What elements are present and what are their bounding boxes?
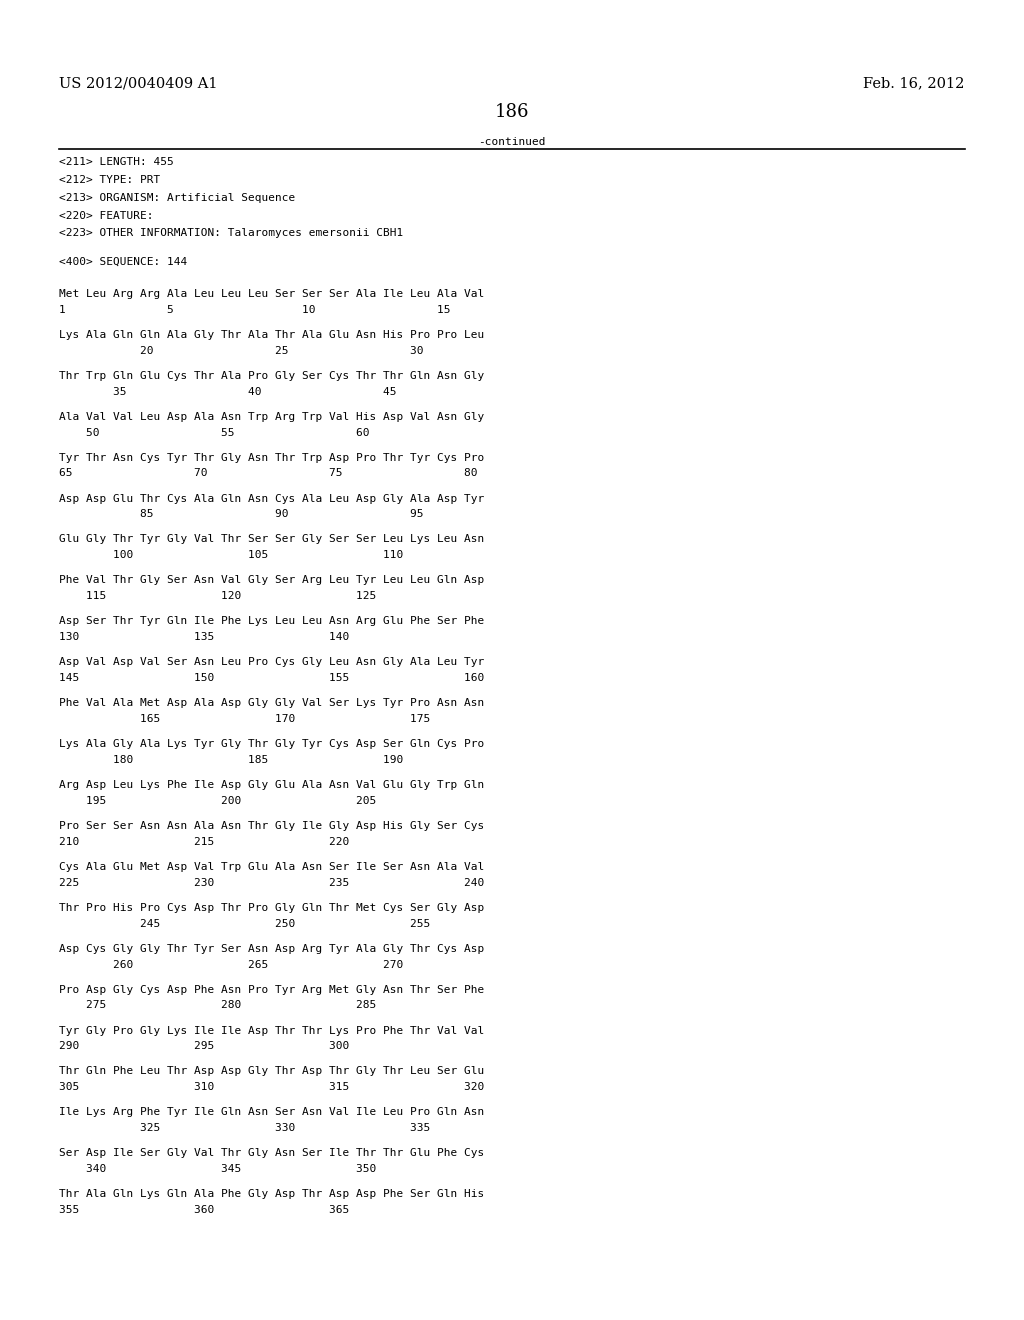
Text: Asp Ser Thr Tyr Gln Ile Phe Lys Leu Leu Asn Arg Glu Phe Ser Phe: Asp Ser Thr Tyr Gln Ile Phe Lys Leu Leu … xyxy=(59,616,484,626)
Text: <220> FEATURE:: <220> FEATURE: xyxy=(59,210,154,220)
Text: 35                  40                  45: 35 40 45 xyxy=(59,387,397,396)
Text: 1               5                   10                  15: 1 5 10 15 xyxy=(59,305,451,314)
Text: <400> SEQUENCE: 144: <400> SEQUENCE: 144 xyxy=(59,257,187,267)
Text: Cys Ala Glu Met Asp Val Trp Glu Ala Asn Ser Ile Ser Asn Ala Val: Cys Ala Glu Met Asp Val Trp Glu Ala Asn … xyxy=(59,862,484,871)
Text: Ile Lys Arg Phe Tyr Ile Gln Asn Ser Asn Val Ile Leu Pro Gln Asn: Ile Lys Arg Phe Tyr Ile Gln Asn Ser Asn … xyxy=(59,1107,484,1117)
Text: 325                 330                 335: 325 330 335 xyxy=(59,1123,431,1133)
Text: Tyr Gly Pro Gly Lys Ile Ile Asp Thr Thr Lys Pro Phe Thr Val Val: Tyr Gly Pro Gly Lys Ile Ile Asp Thr Thr … xyxy=(59,1026,484,1035)
Text: Feb. 16, 2012: Feb. 16, 2012 xyxy=(863,77,965,91)
Text: Thr Ala Gln Lys Gln Ala Phe Gly Asp Thr Asp Asp Phe Ser Gln His: Thr Ala Gln Lys Gln Ala Phe Gly Asp Thr … xyxy=(59,1189,484,1199)
Text: 340                 345                 350: 340 345 350 xyxy=(59,1164,377,1173)
Text: US 2012/0040409 A1: US 2012/0040409 A1 xyxy=(59,77,218,91)
Text: Glu Gly Thr Tyr Gly Val Thr Ser Ser Gly Ser Ser Leu Lys Leu Asn: Glu Gly Thr Tyr Gly Val Thr Ser Ser Gly … xyxy=(59,535,484,544)
Text: 50                  55                  60: 50 55 60 xyxy=(59,428,370,437)
Text: Lys Ala Gln Gln Ala Gly Thr Ala Thr Ala Glu Asn His Pro Pro Leu: Lys Ala Gln Gln Ala Gly Thr Ala Thr Ala … xyxy=(59,330,484,339)
Text: 145                 150                 155                 160: 145 150 155 160 xyxy=(59,673,484,682)
Text: Asp Asp Glu Thr Cys Ala Gln Asn Cys Ala Leu Asp Gly Ala Asp Tyr: Asp Asp Glu Thr Cys Ala Gln Asn Cys Ala … xyxy=(59,494,484,503)
Text: 245                 250                 255: 245 250 255 xyxy=(59,919,431,928)
Text: Ala Val Val Leu Asp Ala Asn Trp Arg Trp Val His Asp Val Asn Gly: Ala Val Val Leu Asp Ala Asn Trp Arg Trp … xyxy=(59,412,484,421)
Text: 275                 280                 285: 275 280 285 xyxy=(59,1001,377,1010)
Text: Tyr Thr Asn Cys Tyr Thr Gly Asn Thr Trp Asp Pro Thr Tyr Cys Pro: Tyr Thr Asn Cys Tyr Thr Gly Asn Thr Trp … xyxy=(59,453,484,462)
Text: Pro Ser Ser Asn Asn Ala Asn Thr Gly Ile Gly Asp His Gly Ser Cys: Pro Ser Ser Asn Asn Ala Asn Thr Gly Ile … xyxy=(59,821,484,830)
Text: 85                  90                  95: 85 90 95 xyxy=(59,510,424,519)
Text: <223> OTHER INFORMATION: Talaromyces emersonii CBH1: <223> OTHER INFORMATION: Talaromyces eme… xyxy=(59,228,403,239)
Text: Thr Pro His Pro Cys Asp Thr Pro Gly Gln Thr Met Cys Ser Gly Asp: Thr Pro His Pro Cys Asp Thr Pro Gly Gln … xyxy=(59,903,484,912)
Text: 100                 105                 110: 100 105 110 xyxy=(59,550,403,560)
Text: Asp Cys Gly Gly Thr Tyr Ser Asn Asp Arg Tyr Ala Gly Thr Cys Asp: Asp Cys Gly Gly Thr Tyr Ser Asn Asp Arg … xyxy=(59,944,484,953)
Text: <212> TYPE: PRT: <212> TYPE: PRT xyxy=(59,174,161,185)
Text: <213> ORGANISM: Artificial Sequence: <213> ORGANISM: Artificial Sequence xyxy=(59,193,296,203)
Text: <211> LENGTH: 455: <211> LENGTH: 455 xyxy=(59,157,174,168)
Text: Arg Asp Leu Lys Phe Ile Asp Gly Glu Ala Asn Val Glu Gly Trp Gln: Arg Asp Leu Lys Phe Ile Asp Gly Glu Ala … xyxy=(59,780,484,789)
Text: 186: 186 xyxy=(495,103,529,121)
Text: 225                 230                 235                 240: 225 230 235 240 xyxy=(59,878,484,887)
Text: 260                 265                 270: 260 265 270 xyxy=(59,960,403,969)
Text: 130                 135                 140: 130 135 140 xyxy=(59,632,349,642)
Text: 305                 310                 315                 320: 305 310 315 320 xyxy=(59,1082,484,1092)
Text: 165                 170                 175: 165 170 175 xyxy=(59,714,431,723)
Text: 210                 215                 220: 210 215 220 xyxy=(59,837,349,846)
Text: Phe Val Ala Met Asp Ala Asp Gly Gly Val Ser Lys Tyr Pro Asn Asn: Phe Val Ala Met Asp Ala Asp Gly Gly Val … xyxy=(59,698,484,708)
Text: Asp Val Asp Val Ser Asn Leu Pro Cys Gly Leu Asn Gly Ala Leu Tyr: Asp Val Asp Val Ser Asn Leu Pro Cys Gly … xyxy=(59,657,484,667)
Text: Thr Gln Phe Leu Thr Asp Asp Gly Thr Asp Thr Gly Thr Leu Ser Glu: Thr Gln Phe Leu Thr Asp Asp Gly Thr Asp … xyxy=(59,1067,484,1076)
Text: Phe Val Thr Gly Ser Asn Val Gly Ser Arg Leu Tyr Leu Leu Gln Asp: Phe Val Thr Gly Ser Asn Val Gly Ser Arg … xyxy=(59,576,484,585)
Text: 65                  70                  75                  80: 65 70 75 80 xyxy=(59,469,478,478)
Text: 195                 200                 205: 195 200 205 xyxy=(59,796,377,805)
Text: Thr Trp Gln Glu Cys Thr Ala Pro Gly Ser Cys Thr Thr Gln Asn Gly: Thr Trp Gln Glu Cys Thr Ala Pro Gly Ser … xyxy=(59,371,484,380)
Text: Ser Asp Ile Ser Gly Val Thr Gly Asn Ser Ile Thr Thr Glu Phe Cys: Ser Asp Ile Ser Gly Val Thr Gly Asn Ser … xyxy=(59,1148,484,1158)
Text: -continued: -continued xyxy=(478,137,546,148)
Text: 180                 185                 190: 180 185 190 xyxy=(59,755,403,764)
Text: 115                 120                 125: 115 120 125 xyxy=(59,591,377,601)
Text: Met Leu Arg Arg Ala Leu Leu Leu Ser Ser Ser Ala Ile Leu Ala Val: Met Leu Arg Arg Ala Leu Leu Leu Ser Ser … xyxy=(59,289,484,298)
Text: Pro Asp Gly Cys Asp Phe Asn Pro Tyr Arg Met Gly Asn Thr Ser Phe: Pro Asp Gly Cys Asp Phe Asn Pro Tyr Arg … xyxy=(59,985,484,994)
Text: 290                 295                 300: 290 295 300 xyxy=(59,1041,349,1051)
Text: 355                 360                 365: 355 360 365 xyxy=(59,1205,349,1214)
Text: Lys Ala Gly Ala Lys Tyr Gly Thr Gly Tyr Cys Asp Ser Gln Cys Pro: Lys Ala Gly Ala Lys Tyr Gly Thr Gly Tyr … xyxy=(59,739,484,748)
Text: 20                  25                  30: 20 25 30 xyxy=(59,346,424,355)
